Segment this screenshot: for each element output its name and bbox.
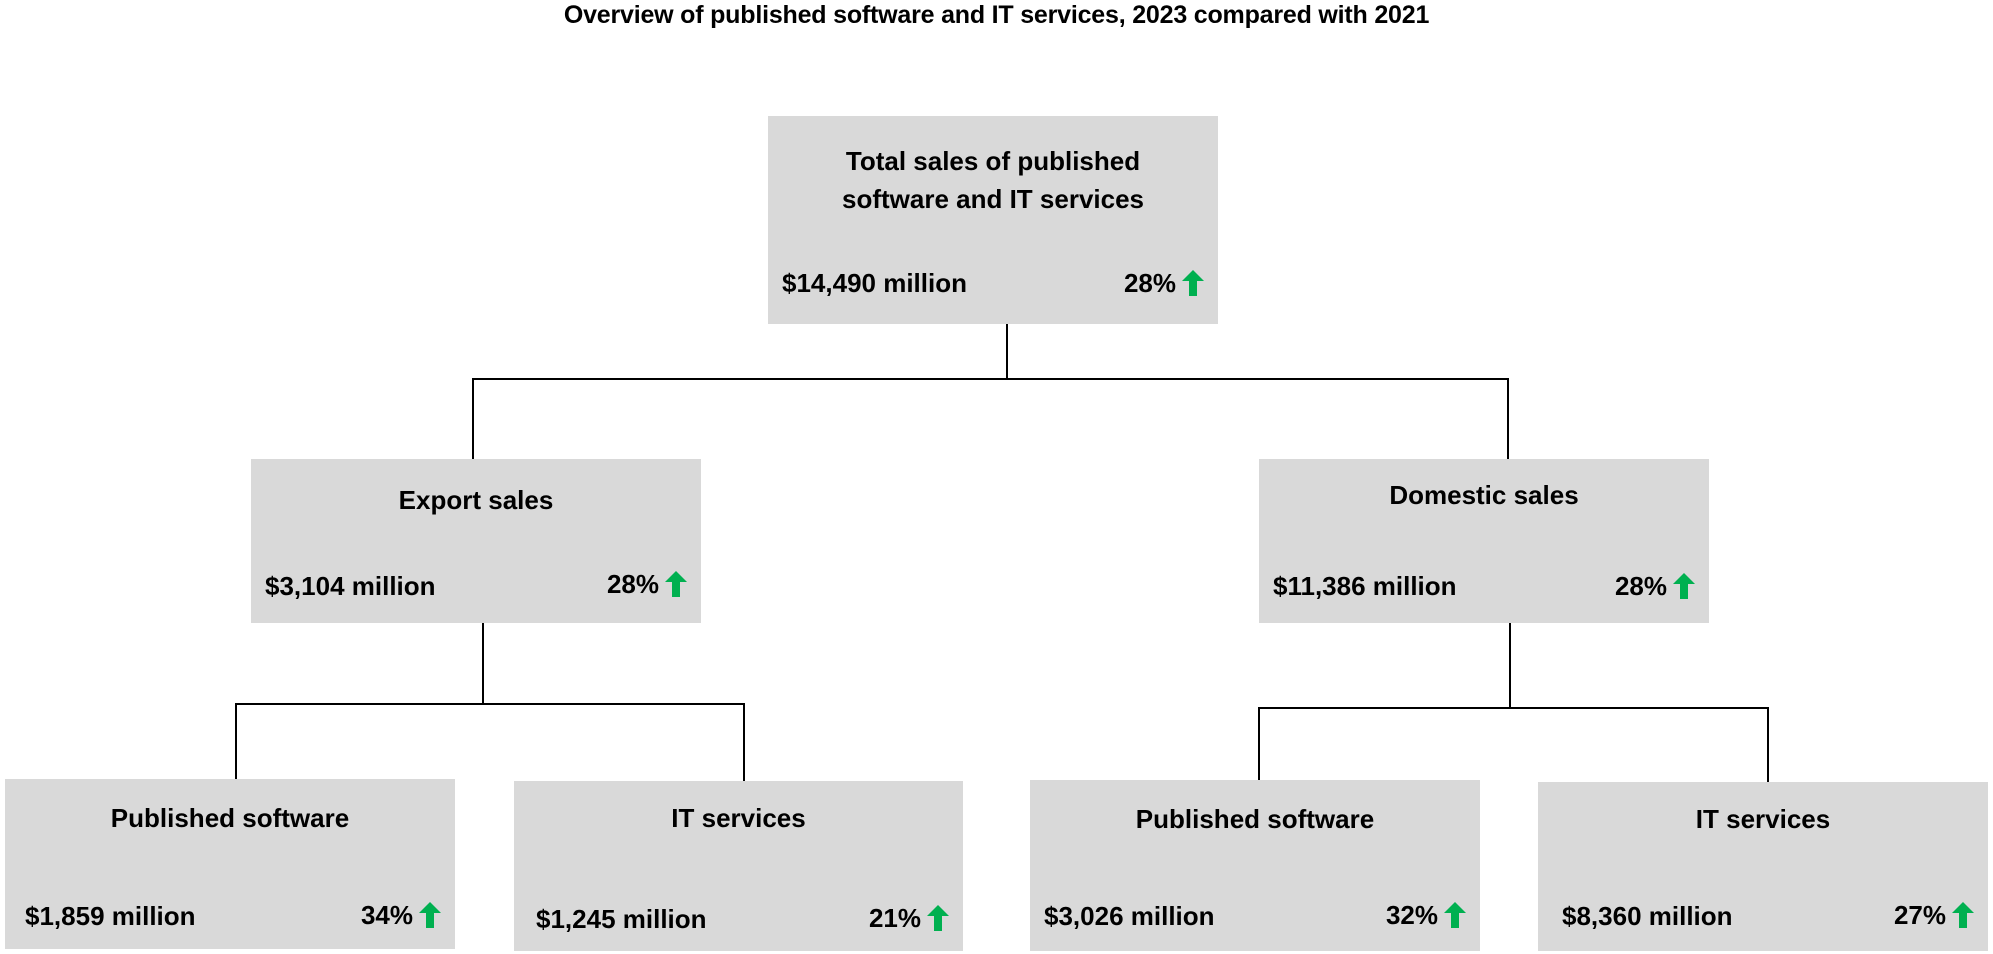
connector-to-export bbox=[472, 378, 474, 459]
node-label: Published software bbox=[1135, 804, 1375, 834]
node-value: $8,360 million bbox=[1562, 901, 1733, 931]
connector-domestic-down bbox=[1509, 623, 1511, 707]
change-percent: 32% bbox=[1385, 900, 1438, 930]
node-domestic-it-services: IT services $8,360 million 27% bbox=[1538, 782, 1988, 951]
arrow-up-icon bbox=[665, 571, 687, 597]
node-label-line: Total sales of published bbox=[845, 146, 1141, 176]
node-label: IT services bbox=[1695, 804, 1831, 834]
node-label-line: software and IT services bbox=[841, 184, 1145, 214]
node-label: IT services bbox=[671, 803, 806, 833]
node-change: 34% bbox=[361, 900, 441, 930]
node-value: $3,026 million bbox=[1044, 901, 1215, 931]
connector-level1-horizontal bbox=[472, 378, 1508, 380]
change-percent: 28% bbox=[1123, 268, 1176, 298]
node-value: $1,245 million bbox=[536, 904, 707, 934]
node-label: Published software bbox=[110, 803, 350, 833]
node-label: Domestic sales bbox=[1389, 480, 1579, 510]
arrow-up-icon bbox=[1444, 902, 1466, 928]
node-value: $3,104 million bbox=[265, 571, 436, 601]
node-label: Total sales of published software and IT… bbox=[768, 142, 1218, 218]
node-export-published-software: Published software $1,859 million 34% bbox=[5, 779, 455, 949]
change-percent: 27% bbox=[1893, 900, 1946, 930]
connector-to-domestic-it bbox=[1767, 707, 1769, 782]
node-export-it-services: IT services $1,245 million 21% bbox=[514, 781, 963, 951]
arrow-up-icon bbox=[1952, 902, 1974, 928]
connector-to-export-software bbox=[235, 703, 237, 779]
node-change: 28% bbox=[1615, 571, 1695, 601]
node-change: 32% bbox=[1386, 900, 1466, 930]
connector-domestic-horizontal bbox=[1258, 707, 1767, 709]
connector-total-down bbox=[1006, 324, 1008, 378]
diagram-title: Overview of published software and IT se… bbox=[563, 1, 1430, 29]
node-total-sales: Total sales of published software and IT… bbox=[768, 116, 1218, 324]
arrow-up-icon bbox=[1182, 270, 1204, 296]
change-percent: 21% bbox=[868, 903, 921, 933]
node-change: 21% bbox=[869, 903, 949, 933]
change-percent: 28% bbox=[1614, 571, 1667, 601]
node-value: $14,490 million bbox=[782, 268, 967, 298]
arrow-up-icon bbox=[419, 902, 441, 928]
node-export-sales: Export sales $3,104 million 28% bbox=[251, 459, 701, 623]
node-value: $11,386 million bbox=[1273, 571, 1457, 601]
node-change: 28% bbox=[1124, 268, 1204, 298]
change-percent: 34% bbox=[360, 900, 413, 930]
node-domestic-sales: Domestic sales $11,386 million 28% bbox=[1259, 459, 1709, 623]
connector-export-down bbox=[482, 623, 484, 703]
node-domestic-published-software: Published software $3,026 million 32% bbox=[1030, 780, 1480, 951]
connector-to-domestic bbox=[1507, 378, 1509, 459]
connector-to-domestic-software bbox=[1258, 707, 1260, 780]
node-value: $1,859 million bbox=[25, 901, 196, 931]
change-percent: 28% bbox=[606, 569, 659, 599]
node-change: 28% bbox=[607, 569, 687, 599]
node-change: 27% bbox=[1894, 900, 1974, 930]
arrow-up-icon bbox=[1673, 573, 1695, 599]
node-label: Export sales bbox=[398, 485, 554, 515]
connector-to-export-it bbox=[743, 703, 745, 781]
arrow-up-icon bbox=[927, 905, 949, 931]
connector-export-horizontal bbox=[235, 703, 743, 705]
